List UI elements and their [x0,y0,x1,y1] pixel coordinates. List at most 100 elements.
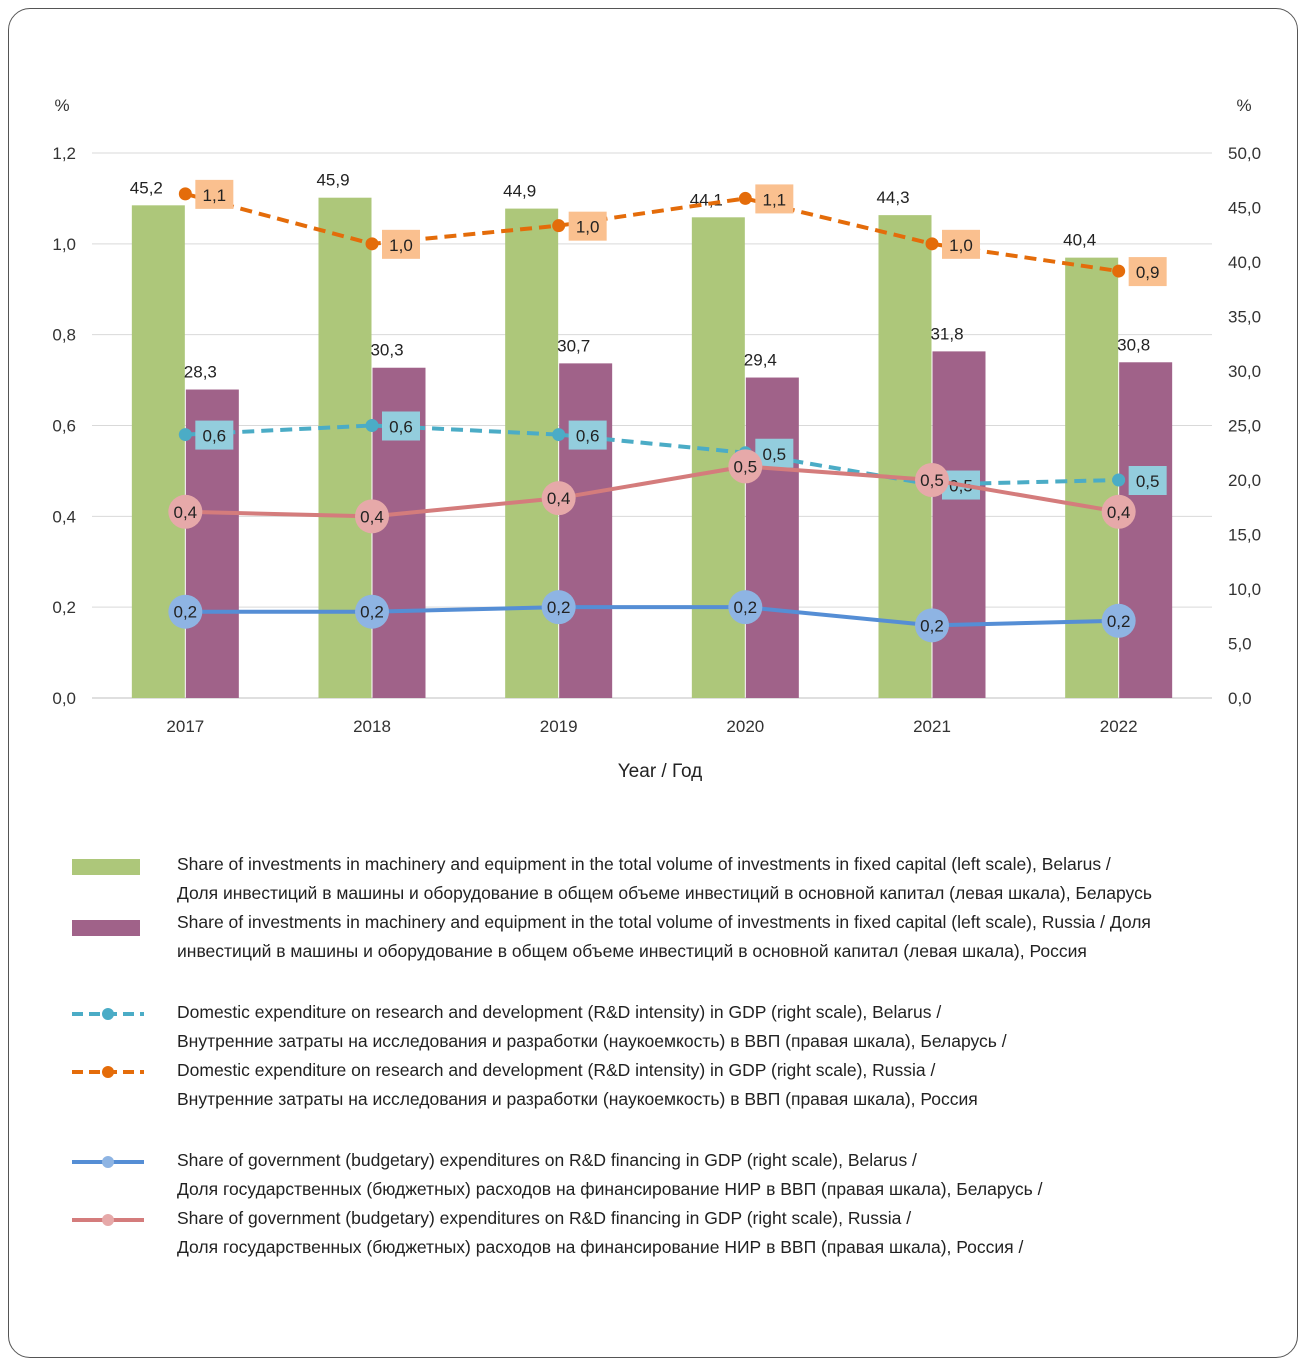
series-marker [168,494,203,529]
legend-text-line: Domestic expenditure on research and dev… [177,1060,936,1080]
bar-data-label: 44,9 [503,182,536,201]
y-left-tick-label: 0,8 [52,326,76,345]
axes: % % Year / Год 0,0 0,2 0,4 0,6 0,8 1,0 1,2 0,0 5… [52,96,1261,782]
series-lines: 0,6 0,6 0,6 0,5 0,5 0,5 1,1 1,0 1,0 1,1 1,0 0,9 0,2 0… [168,179,1167,643]
series-marker [728,449,763,484]
y-right-tick-label: 5,0 [1228,635,1252,654]
series-marker [552,219,566,233]
line-data-label: 0,2 [734,598,758,617]
legend-text-line: Доля государственных (бюджетных) расходо… [177,1179,1043,1199]
series-marker [541,481,576,516]
line-data-label: 1,0 [389,236,413,255]
y-left-unit-label: % [54,96,69,115]
y-right-tick-label: 25,0 [1228,417,1261,436]
y-right-tick-label: 40,0 [1228,253,1261,272]
data-label-box [382,229,420,259]
line-data-label: 0,2 [360,603,384,622]
combo-chart: 45,2 45,944,9 44,1 44,340,428,330,3 30,729,4… [52,96,1261,782]
legend-text-line: Share of government (budgetary) expendit… [177,1208,912,1228]
data-label-box [1128,257,1167,287]
y-right-tick-label: 30,0 [1228,362,1261,381]
y-right-tick-label: 50,0 [1228,144,1261,163]
bar-data-label: 40,4 [1063,231,1096,250]
line-data-label: 0,9 [1136,263,1160,282]
line-data-label: 1,0 [576,218,600,237]
line-data-label: 0,2 [1107,612,1131,631]
legend-swatch-purple-bar [72,920,140,936]
series-marker [365,237,379,251]
data-label-box [195,179,234,209]
data-label-box [568,420,607,450]
legend-swatch-teal-dashed-line [72,1008,144,1020]
bar-belarus [505,208,559,698]
x-tick-label: 2020 [726,717,764,736]
y-right-tick-label: 20,0 [1228,471,1261,490]
bar-data-label: 30,7 [557,336,590,355]
bar-data-label: 28,3 [184,363,217,382]
y-left-tick-label: 1,0 [52,235,76,254]
legend-swatch-rose-line [72,1214,144,1226]
x-tick-label: 2017 [166,717,204,736]
series-line-gov_ru [185,464,1120,519]
legend-swatch-green-bar [72,859,140,875]
line-data-label: 0,2 [174,603,198,622]
bar-data-label: 29,4 [744,351,777,370]
data-label-box [755,184,794,214]
series-line-gov_by [185,605,1119,628]
x-tick-label: 2022 [1100,717,1138,736]
y-left-tick-label: 0,0 [52,689,76,708]
line-data-label: 0,5 [920,471,944,490]
line-data-label: 0,2 [547,598,571,617]
data-label-box [195,420,234,450]
line-data-label: 0,5 [734,457,758,476]
series-marker [178,428,192,442]
series-marker [168,594,203,629]
x-tick-label: 2021 [913,717,951,736]
line-data-label: 1,1 [203,186,227,205]
series-marker [1101,603,1136,638]
series-marker [355,499,389,534]
line-data-label: 0,5 [1136,472,1160,491]
legend-text-line: Domestic expenditure on research and dev… [177,1002,942,1022]
legend-swatch-orange-dashed-line [72,1066,144,1078]
series-marker [1112,264,1126,278]
y-right-tick-label: 0,0 [1228,689,1252,708]
legend-text-line: Share of investments in machinery and eq… [177,854,1111,874]
y-left-tick-label: 0,6 [52,417,76,436]
data-label-box [1128,466,1167,495]
legend-text-line: Share of investments in machinery and eq… [177,912,1151,932]
bar-russia [559,363,613,698]
legend-text-line: Доля инвестиций в машины и оборудование … [177,883,1152,903]
y-left-tick-label: 1,2 [52,144,76,163]
series-marker [178,187,192,201]
data-label-box [382,411,420,441]
series-marker [1112,473,1126,487]
series-marker [355,594,389,629]
bar-russia [1119,362,1173,698]
y-left-tick-label: 0,4 [52,507,76,526]
series-marker [1101,494,1136,529]
series-marker [915,608,949,643]
bar-russia [932,351,986,698]
line-data-label: 1,0 [949,236,973,255]
series-marker [541,590,576,625]
line-data-label: 0,4 [360,507,384,526]
series-marker [925,237,939,251]
y-left-tick-label: 0,2 [52,598,76,617]
bar-data-label: 45,9 [316,171,349,190]
legend-text-line: инвестиций в машины и оборудование в общ… [177,941,1087,961]
line-data-label: 0,2 [920,616,944,635]
line-data-label: 0,6 [203,427,227,446]
line-data-label: 0,4 [174,503,198,522]
legend-text-line: Share of government (budgetary) expendit… [177,1150,917,1170]
series-marker [738,191,752,205]
line-data-label: 0,5 [763,445,787,464]
y-right-tick-label: 35,0 [1228,308,1261,327]
line-data-label: 0,6 [389,418,413,437]
y-right-tick-label: 15,0 [1228,526,1261,545]
legend-text-line: Внутренние затраты на исследования и раз… [177,1031,1007,1051]
bar-data-label: 30,8 [1117,335,1150,354]
bar-russia [745,377,799,698]
legend-text-line: Доля государственных (бюджетных) расходо… [177,1237,1024,1257]
line-data-label: 1,1 [763,190,787,209]
